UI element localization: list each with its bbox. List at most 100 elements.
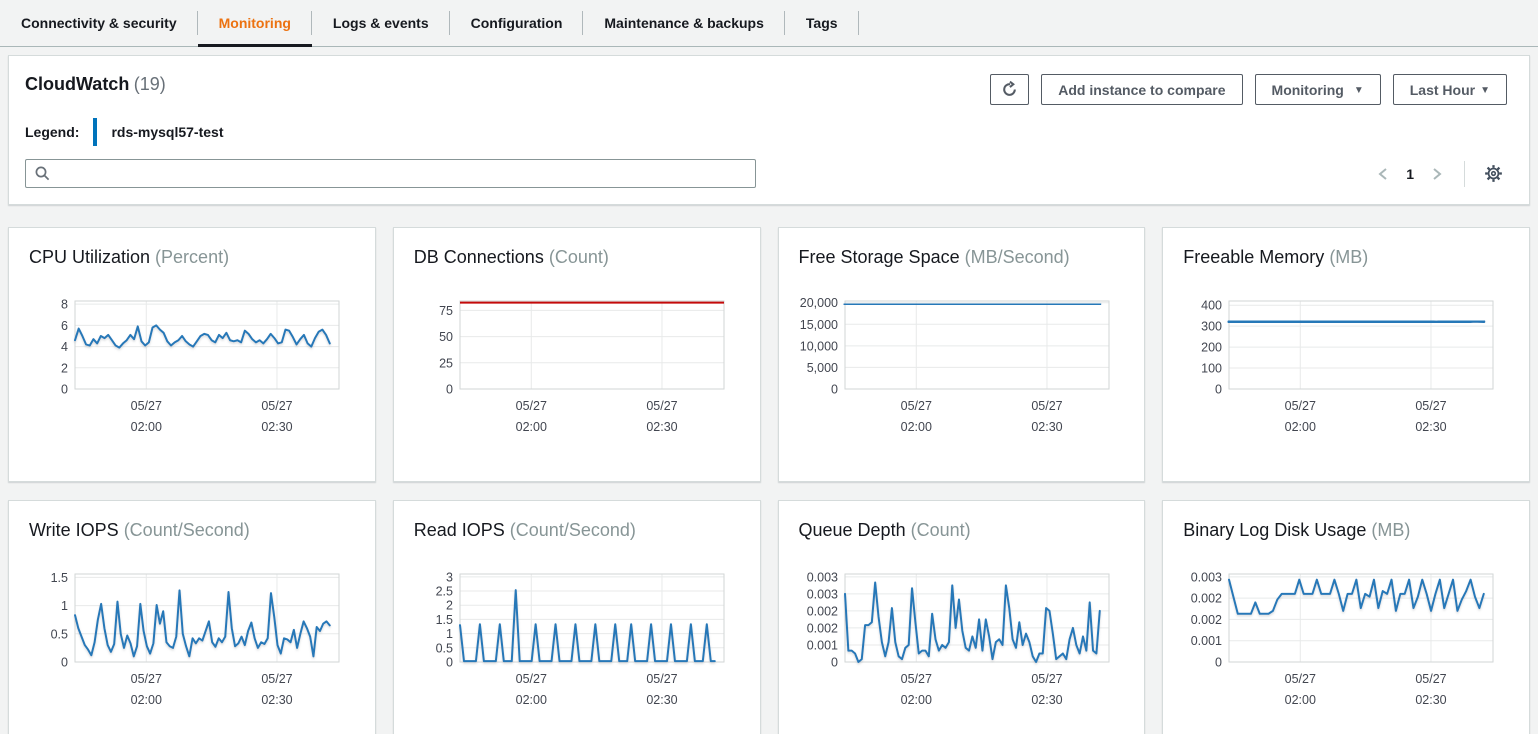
chart-title: Write IOPS: [29, 520, 124, 540]
svg-text:02:00: 02:00: [900, 693, 931, 707]
chart-svg-write-iops: 0 0.5 1 1.5 05/27 02:00 05/27 02:30: [51, 571, 340, 707]
chart-title-row: Write IOPS (Count/Second): [29, 520, 359, 541]
next-page-button[interactable]: [1424, 161, 1450, 187]
svg-text:05/27: 05/27: [1285, 399, 1316, 413]
svg-text:0: 0: [1215, 383, 1222, 397]
chart-plot-area[interactable]: 0 0.001 0.002 0.002 0.003 05/27 02:00 05/27 02:3…: [1183, 568, 1513, 720]
chart-card: Write IOPS (Count/Second) 0 0.5 1 1.5 05/27 0…: [8, 500, 376, 734]
chart-svg-binary-log-disk-usage: 0 0.001 0.002 0.002 0.003 05/27 02:00 05/27 02:3…: [1191, 570, 1494, 707]
tab-maintenance-backups[interactable]: Maintenance & backups: [583, 0, 785, 46]
panel-title-row: CloudWatch (19): [25, 74, 166, 95]
chart-title-row: Read IOPS (Count/Second): [414, 520, 744, 541]
svg-text:0.003: 0.003: [806, 570, 837, 584]
svg-text:05/27: 05/27: [515, 399, 546, 413]
chart-svg-free-storage-space: 0 5,000 10,000 15,000 20,000 05/27 02:00 05/27 0…: [799, 296, 1109, 434]
svg-text:05/27: 05/27: [1031, 399, 1062, 413]
refresh-button[interactable]: [990, 74, 1030, 105]
chart-title-row: DB Connections (Count): [414, 247, 744, 268]
svg-text:25: 25: [439, 356, 453, 370]
svg-text:0.002: 0.002: [1191, 613, 1222, 627]
svg-text:02:30: 02:30: [646, 420, 677, 434]
page-title: CloudWatch: [25, 74, 130, 94]
svg-text:05/27: 05/27: [1416, 672, 1447, 686]
svg-text:200: 200: [1201, 341, 1222, 355]
chart-plot-area[interactable]: 0 5,000 10,000 15,000 20,000 05/27 02:00 05/27 0…: [799, 295, 1129, 447]
svg-text:0.001: 0.001: [1191, 634, 1222, 648]
svg-text:05/27: 05/27: [1031, 672, 1062, 686]
svg-text:0.001: 0.001: [806, 638, 837, 652]
svg-text:05/27: 05/27: [646, 399, 677, 413]
svg-text:3: 3: [446, 570, 453, 584]
legend-row: Legend: rds-mysql57-test: [25, 118, 1507, 146]
chart-card: Binary Log Disk Usage (MB) 0 0.001 0.002 0.…: [1162, 500, 1530, 734]
add-instance-label: Add instance to compare: [1058, 81, 1226, 98]
svg-text:05/27: 05/27: [1416, 399, 1447, 413]
chart-card: Queue Depth (Count) 0 0.001 0.002 0.002 0.00…: [777, 500, 1146, 734]
svg-text:2: 2: [446, 599, 453, 613]
add-instance-to-compare-button[interactable]: Add instance to compare: [1041, 74, 1243, 105]
chart-plot-area[interactable]: 0 2 4 6 8 05/27 02:00 05/27 02:30: [29, 295, 359, 447]
svg-text:5,000: 5,000: [806, 361, 837, 375]
charts-grid: CPU Utilization (Percent) 0 2 4 6 8 05/27 02:0…: [8, 227, 1530, 734]
tab-connectivity-security[interactable]: Connectivity & security: [0, 0, 198, 46]
cloudwatch-panel: CloudWatch (19) Add instance to compare …: [8, 55, 1530, 205]
svg-text:0: 0: [61, 383, 68, 397]
chart-unit: (Count/Second): [123, 520, 250, 540]
chart-card: CPU Utilization (Percent) 0 2 4 6 8 05/27 02:0…: [8, 227, 376, 482]
refresh-icon: [1003, 80, 1017, 96]
tab-bar: Connectivity & security Monitoring Logs & …: [0, 0, 1538, 47]
legend-color-bar: [93, 118, 98, 146]
chart-title-row: Binary Log Disk Usage (MB): [1183, 520, 1513, 541]
chart-card: Free Storage Space (MB/Second) 0 5,000 10,…: [777, 227, 1146, 482]
monitoring-dropdown[interactable]: Monitoring ▼: [1254, 74, 1381, 105]
chevron-down-icon: ▼: [1353, 84, 1364, 96]
time-range-label: Last Hour: [1409, 81, 1476, 98]
tab-tags[interactable]: Tags: [785, 0, 859, 46]
chart-title-row: Free Storage Space (MB/Second): [799, 247, 1129, 268]
chart-title: Queue Depth: [798, 520, 911, 540]
svg-text:05/27: 05/27: [131, 672, 162, 686]
legend-instance-name: rds-mysql57-test: [111, 124, 224, 140]
svg-text:05/27: 05/27: [900, 399, 931, 413]
monitoring-dropdown-label: Monitoring: [1271, 81, 1344, 98]
tab-configuration[interactable]: Configuration: [450, 0, 584, 46]
chart-plot-area[interactable]: 0 0.5 1 1.5 05/27 02:00 05/27 02:30: [29, 568, 359, 720]
chart-unit: (Count): [548, 247, 609, 267]
svg-text:0.002: 0.002: [806, 621, 837, 635]
chart-plot-area[interactable]: 0 0.5 1 1.5 2 2.5 3 05/27 02:00 05/27 02:30: [414, 568, 744, 720]
current-page-number[interactable]: 1: [1406, 165, 1414, 182]
chart-title: Freeable Memory: [1183, 247, 1330, 267]
svg-text:02:00: 02:00: [515, 420, 546, 434]
chart-card: Freeable Memory (MB) 0 100 200 300 400 05/27 0…: [1162, 227, 1530, 482]
svg-text:05/27: 05/27: [515, 672, 546, 686]
svg-text:05/27: 05/27: [646, 672, 677, 686]
svg-text:02:00: 02:00: [900, 420, 931, 434]
svg-text:0.5: 0.5: [435, 641, 452, 655]
time-range-dropdown[interactable]: Last Hour ▼: [1392, 74, 1507, 105]
chart-svg-queue-depth: 0 0.001 0.002 0.002 0.003 0.003 05/27 02:00 05/2…: [806, 570, 1109, 707]
svg-text:0.002: 0.002: [806, 604, 837, 618]
chart-unit: (MB/Second): [964, 247, 1070, 267]
chart-plot-area[interactable]: 0 25 50 75 05/27 02:00 05/27 02:30: [414, 295, 744, 447]
tab-logs-events[interactable]: Logs & events: [312, 0, 450, 46]
svg-text:20,000: 20,000: [799, 296, 837, 310]
tab-monitoring[interactable]: Monitoring: [197, 0, 313, 47]
chart-unit: (Percent): [155, 247, 230, 267]
svg-text:0: 0: [446, 656, 453, 670]
chart-plot-area[interactable]: 0 100 200 300 400 05/27 02:00 05/27 02:30: [1183, 295, 1513, 447]
svg-text:400: 400: [1201, 299, 1222, 313]
metric-filter-input[interactable]: [25, 159, 756, 188]
chart-title: CPU Utilization: [29, 247, 156, 267]
svg-text:02:30: 02:30: [646, 693, 677, 707]
svg-text:05/27: 05/27: [261, 399, 292, 413]
chart-plot-area[interactable]: 0 0.001 0.002 0.002 0.003 0.003 05/27 02:00 05/2…: [799, 568, 1129, 720]
previous-page-button[interactable]: [1370, 161, 1396, 187]
chart-unit: (MB): [1371, 520, 1411, 540]
svg-text:15,000: 15,000: [799, 318, 837, 332]
svg-text:0.003: 0.003: [806, 587, 837, 601]
settings-button[interactable]: [1479, 160, 1507, 188]
chart-title: Binary Log Disk Usage: [1183, 520, 1372, 540]
legend-label: Legend:: [25, 124, 80, 140]
svg-text:02:00: 02:00: [131, 420, 162, 434]
svg-text:02:30: 02:30: [1031, 693, 1062, 707]
